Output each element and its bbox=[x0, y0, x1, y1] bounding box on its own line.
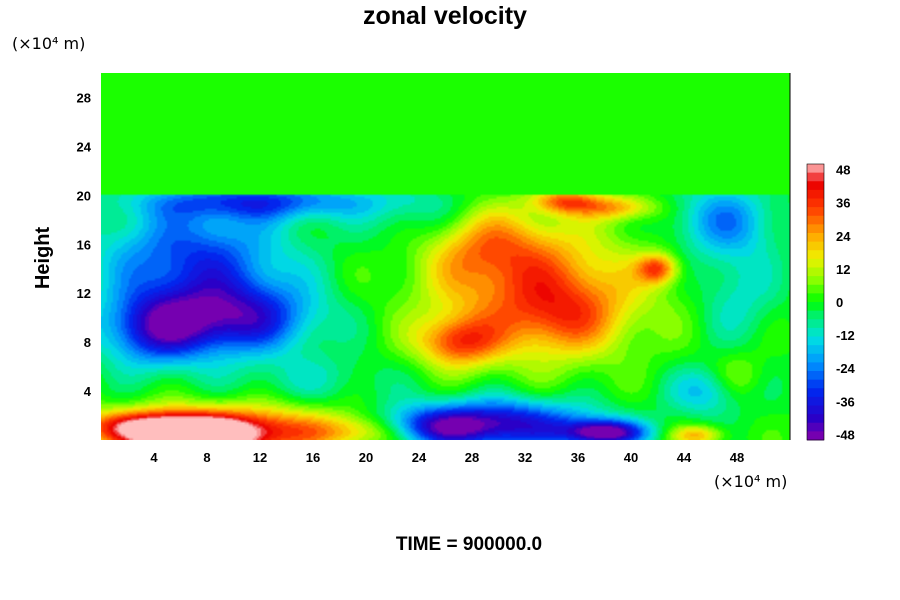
colorbar-swatch bbox=[807, 422, 824, 432]
colorbar-swatch bbox=[807, 172, 824, 182]
colorbar-tick-label: 36 bbox=[836, 196, 850, 211]
colorbar-swatch bbox=[807, 345, 824, 355]
y-tick-label: 24 bbox=[77, 139, 92, 154]
x-tick-label: 4 bbox=[150, 450, 158, 465]
colorbar-swatch bbox=[807, 319, 824, 329]
y-tick-label: 8 bbox=[84, 335, 91, 350]
x-tick-label: 16 bbox=[306, 450, 320, 465]
y-tick-label: 28 bbox=[77, 90, 91, 105]
colorbar-swatch bbox=[807, 207, 824, 217]
y-tick-label: 16 bbox=[77, 237, 91, 252]
colorbar-swatch bbox=[807, 215, 824, 225]
colorbar-swatch bbox=[807, 388, 824, 398]
colorbar-swatch bbox=[807, 362, 824, 372]
y-axis-unit: (×10⁴ m) bbox=[12, 34, 85, 53]
colorbar-tick-labels: 48 36 24 12 0 -12 -24 -36 -48 bbox=[836, 163, 856, 443]
x-tick-label: 44 bbox=[677, 450, 692, 465]
colorbar-swatch bbox=[807, 164, 824, 174]
colorbar-swatch bbox=[807, 336, 824, 346]
x-tick-label: 36 bbox=[571, 450, 585, 465]
colorbar-swatch bbox=[807, 181, 824, 191]
colorbar-tick-label: -48 bbox=[836, 427, 855, 442]
colorbar-swatch bbox=[807, 293, 824, 303]
colorbar-swatch bbox=[807, 327, 824, 337]
x-tick-labels: 4 8 12 16 20 24 28 32 36 40 44 48 bbox=[150, 450, 744, 465]
colorbar-swatch bbox=[807, 431, 824, 441]
chart-title: zonal velocity bbox=[363, 2, 527, 30]
x-axis-unit: (×10⁴ m) bbox=[714, 472, 787, 491]
colorbar-tick-label: 12 bbox=[836, 262, 850, 277]
colorbar-swatch bbox=[807, 241, 824, 251]
colorbar-swatch bbox=[807, 310, 824, 320]
colorbar-swatch bbox=[807, 371, 824, 381]
colorbar-swatch bbox=[807, 353, 824, 363]
colorbar-tick-label: -12 bbox=[836, 328, 855, 343]
x-tick-label: 24 bbox=[412, 450, 427, 465]
colorbar-swatch bbox=[807, 233, 824, 243]
colorbar bbox=[806, 163, 825, 441]
plot-area bbox=[101, 73, 791, 440]
colorbar-swatch bbox=[807, 396, 824, 406]
y-axis-label: Height bbox=[32, 227, 54, 290]
colorbar-swatch bbox=[807, 224, 824, 234]
colorbar-swatch bbox=[807, 267, 824, 277]
colorbar-swatch bbox=[807, 414, 824, 424]
y-tick-label: 20 bbox=[77, 188, 91, 203]
y-tick-label: 12 bbox=[77, 286, 91, 301]
colorbar-border bbox=[806, 163, 825, 441]
colorbar-swatch bbox=[807, 405, 824, 415]
colorbar-tick-label: 48 bbox=[836, 163, 850, 178]
velocity-field bbox=[101, 73, 790, 440]
colorbar-tick-label: 24 bbox=[836, 229, 851, 244]
x-tick-label: 20 bbox=[359, 450, 373, 465]
colorbar-swatch bbox=[807, 379, 824, 389]
colorbar-swatch bbox=[807, 198, 824, 208]
colorbar-swatch bbox=[807, 276, 824, 286]
colorbar-swatch bbox=[807, 284, 824, 294]
x-tick-label: 40 bbox=[624, 450, 638, 465]
colorbar-swatch bbox=[807, 302, 824, 312]
colorbar-swatch bbox=[807, 250, 824, 260]
x-tick-label: 8 bbox=[203, 450, 210, 465]
time-label: TIME = 900000.0 bbox=[396, 534, 542, 555]
x-tick-label: 28 bbox=[465, 450, 479, 465]
y-tick-label: 4 bbox=[84, 384, 92, 399]
colorbar-swatch bbox=[807, 258, 824, 268]
x-tick-label: 32 bbox=[518, 450, 532, 465]
colorbar-tick-label: -24 bbox=[836, 361, 856, 376]
y-tick-labels: 4 8 12 16 20 24 28 bbox=[77, 90, 92, 399]
x-tick-label: 48 bbox=[730, 450, 744, 465]
colorbar-tick-label: -36 bbox=[836, 394, 855, 409]
x-tick-label: 12 bbox=[253, 450, 267, 465]
colorbar-tick-label: 0 bbox=[836, 295, 843, 310]
colorbar-swatch bbox=[807, 189, 824, 199]
